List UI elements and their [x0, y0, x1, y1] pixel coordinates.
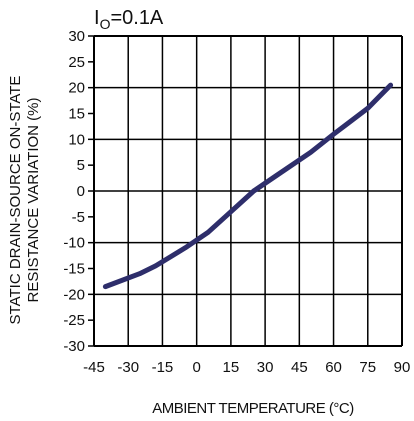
- x-tick-label: 60: [325, 359, 342, 376]
- y-tick-labels: 30 25 20 15 10 5 0 -5 -10 -15 -20 -25 -30: [63, 28, 85, 355]
- y-axis-label-line1: STATIC DRAIN-SOURCE ON-STATE: [7, 76, 24, 325]
- y-tick-label: 0: [77, 183, 85, 200]
- x-tick-label: -15: [152, 359, 174, 376]
- y-tick-label: -25: [63, 312, 85, 329]
- y-tick-label: 10: [68, 131, 85, 148]
- y-tick-label: 30: [68, 28, 85, 45]
- x-tick-label: 0: [192, 359, 200, 376]
- x-tick-label: -30: [117, 359, 139, 376]
- x-tick-label: 30: [257, 359, 274, 376]
- annotation-rest: =0.1A: [110, 7, 163, 29]
- y-tick-label: 5: [77, 157, 85, 174]
- y-tick-label: -10: [63, 235, 85, 252]
- y-tick-label: -5: [72, 209, 85, 226]
- current-annotation: IO=0.1A: [94, 7, 164, 32]
- x-tick-label: 75: [359, 359, 376, 376]
- y-tick-label: 20: [68, 80, 85, 97]
- annotation-main: I: [94, 7, 100, 29]
- x-tick-label: 15: [223, 359, 240, 376]
- x-tick-labels: -45 -30 -15 0 15 30 45 60 75 90: [83, 359, 410, 376]
- y-axis-label-line2: RESISTANCE VARIATION (%): [25, 97, 42, 302]
- annotation-sub: O: [100, 16, 111, 32]
- x-tick-label: 90: [394, 359, 411, 376]
- y-tick-label: 25: [68, 54, 85, 71]
- y-tick-label: -20: [63, 286, 85, 303]
- grid: [88, 35, 403, 347]
- y-tick-label: 15: [68, 106, 85, 123]
- y-tick-label: -15: [63, 261, 85, 278]
- x-axis-label: AMBIENT TEMPERATURE (°C): [152, 400, 354, 417]
- y-tick-label: -30: [63, 338, 85, 355]
- series-line: [102, 82, 394, 290]
- x-tick-label: -45: [83, 359, 105, 376]
- x-tick-label: 45: [291, 359, 308, 376]
